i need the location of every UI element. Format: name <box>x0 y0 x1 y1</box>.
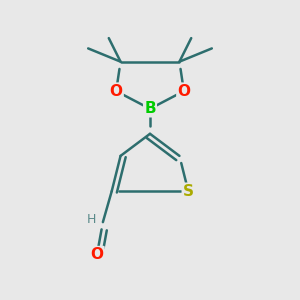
Text: H: H <box>86 213 96 226</box>
Text: S: S <box>183 184 194 199</box>
Text: O: O <box>110 84 123 99</box>
Text: B: B <box>144 101 156 116</box>
Text: O: O <box>177 84 190 99</box>
Text: O: O <box>91 247 103 262</box>
